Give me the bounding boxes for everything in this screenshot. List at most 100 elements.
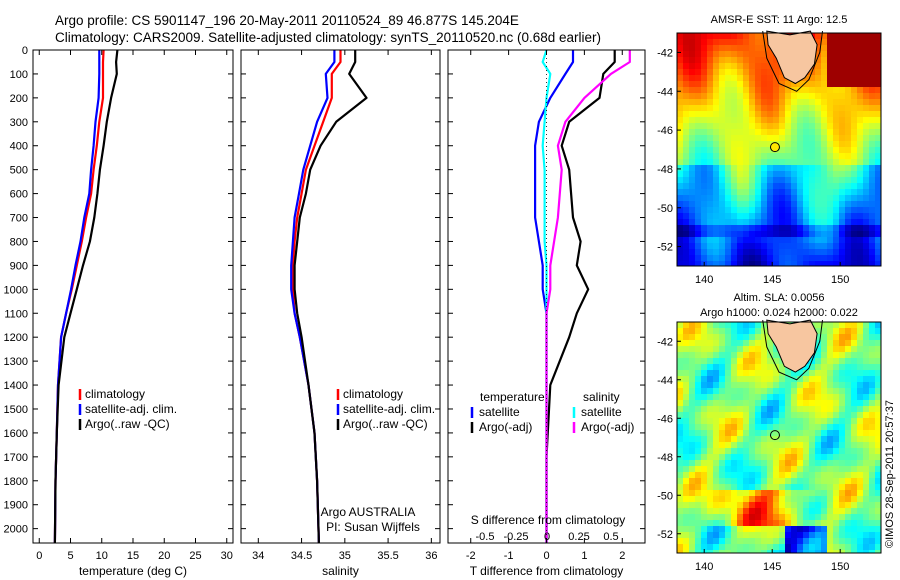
heatmap-cell xyxy=(683,51,689,57)
heatmap-cell xyxy=(755,382,761,388)
heatmap-cell xyxy=(827,526,833,532)
heatmap-cell xyxy=(767,358,773,364)
heatmap-cell xyxy=(761,249,767,255)
heatmap-cell xyxy=(755,484,761,490)
heatmap-cell xyxy=(773,99,779,105)
heatmap-cell xyxy=(767,544,773,550)
heatmap-cell xyxy=(731,502,737,508)
heatmap-cell xyxy=(827,430,833,436)
heatmap-cell xyxy=(833,51,839,57)
heatmap-cell xyxy=(821,502,827,508)
y-tick-label: 400 xyxy=(10,141,28,153)
heatmap-cell xyxy=(857,334,863,340)
heatmap-cell xyxy=(707,249,713,255)
heatmap-cell xyxy=(785,213,791,219)
heatmap-cell xyxy=(875,153,881,159)
y-tick-label: -52 xyxy=(657,242,673,254)
heatmap-cell xyxy=(803,388,809,394)
heatmap-cell xyxy=(683,496,689,502)
heatmap-cell xyxy=(695,87,701,93)
heatmap-cell xyxy=(749,165,755,171)
heatmap-cell xyxy=(845,430,851,436)
heatmap-cell xyxy=(827,171,833,177)
heatmap-cell xyxy=(683,484,689,490)
heatmap-cell xyxy=(677,532,683,538)
heatmap-cell xyxy=(707,514,713,520)
heatmap-cell xyxy=(833,520,839,526)
heatmap-cell xyxy=(677,526,683,532)
heatmap-cell xyxy=(689,364,695,370)
heatmap-cell xyxy=(767,352,773,358)
heatmap-cell xyxy=(683,538,689,544)
heatmap-cell xyxy=(725,129,731,135)
heatmap-cell xyxy=(749,418,755,424)
heatmap-cell xyxy=(761,93,767,99)
heatmap-cell xyxy=(707,117,713,123)
heatmap-cell xyxy=(707,376,713,382)
heatmap-cell xyxy=(809,171,815,177)
heatmap-cell xyxy=(731,340,737,346)
heatmap-cell xyxy=(857,436,863,442)
heatmap-cell xyxy=(845,165,851,171)
heatmap-cell xyxy=(857,177,863,183)
heatmap-cell xyxy=(767,376,773,382)
heatmap-cell xyxy=(851,436,857,442)
heatmap-cell xyxy=(695,165,701,171)
heatmap-cell xyxy=(875,346,881,352)
heatmap-cell xyxy=(779,526,785,532)
heatmap-cell xyxy=(719,466,725,472)
heatmap-cell xyxy=(683,532,689,538)
heatmap-cell xyxy=(773,442,779,448)
heatmap-cell xyxy=(773,520,779,526)
heatmap-cell xyxy=(863,370,869,376)
heatmap-cell xyxy=(725,406,731,412)
heatmap-cell xyxy=(695,141,701,147)
heatmap-cell xyxy=(713,370,719,376)
heatmap-cell xyxy=(755,430,761,436)
heatmap-cell xyxy=(791,171,797,177)
heatmap-cell xyxy=(695,159,701,165)
heatmap-cell xyxy=(821,400,827,406)
heatmap-cell xyxy=(791,484,797,490)
heatmap-cell xyxy=(749,237,755,243)
heatmap-cell xyxy=(815,135,821,141)
heatmap-cell xyxy=(875,376,881,382)
heatmap-cell xyxy=(827,231,833,237)
heatmap-cell xyxy=(863,340,869,346)
heatmap-cell xyxy=(725,388,731,394)
heatmap-cell xyxy=(761,153,767,159)
heatmap-cell xyxy=(725,207,731,213)
heatmap-cell xyxy=(731,219,737,225)
heatmap-cell xyxy=(677,135,683,141)
heatmap-cell xyxy=(845,328,851,334)
heatmap-cell xyxy=(857,460,863,466)
heatmap-cell xyxy=(827,520,833,526)
heatmap-cell xyxy=(827,352,833,358)
heatmap-cell xyxy=(683,33,689,39)
heatmap-cell xyxy=(737,93,743,99)
heatmap-cell xyxy=(779,388,785,394)
heatmap-cell xyxy=(851,550,857,553)
heatmap-cell xyxy=(677,51,683,57)
heatmap-cell xyxy=(683,183,689,189)
heatmap-cell xyxy=(743,249,749,255)
heatmap-cell xyxy=(695,436,701,442)
heatmap-cell xyxy=(869,249,875,255)
heatmap-cell xyxy=(857,322,863,328)
heatmap-cell xyxy=(749,57,755,63)
heatmap-cell xyxy=(749,45,755,51)
heatmap-cell xyxy=(677,364,683,370)
heatmap-cell xyxy=(857,340,863,346)
heatmap-cell xyxy=(755,201,761,207)
heatmap-cell xyxy=(701,466,707,472)
heatmap-cell xyxy=(839,346,845,352)
heatmap-cell xyxy=(707,388,713,394)
heatmap-cell xyxy=(755,195,761,201)
heatmap-cell xyxy=(779,400,785,406)
heatmap-cell xyxy=(725,478,731,484)
x-tick-label: 36 xyxy=(425,550,437,562)
heatmap-cell xyxy=(839,526,845,532)
x-tick-label: 1 xyxy=(581,550,587,562)
heatmap-cell xyxy=(761,334,767,340)
heatmap-cell xyxy=(791,370,797,376)
